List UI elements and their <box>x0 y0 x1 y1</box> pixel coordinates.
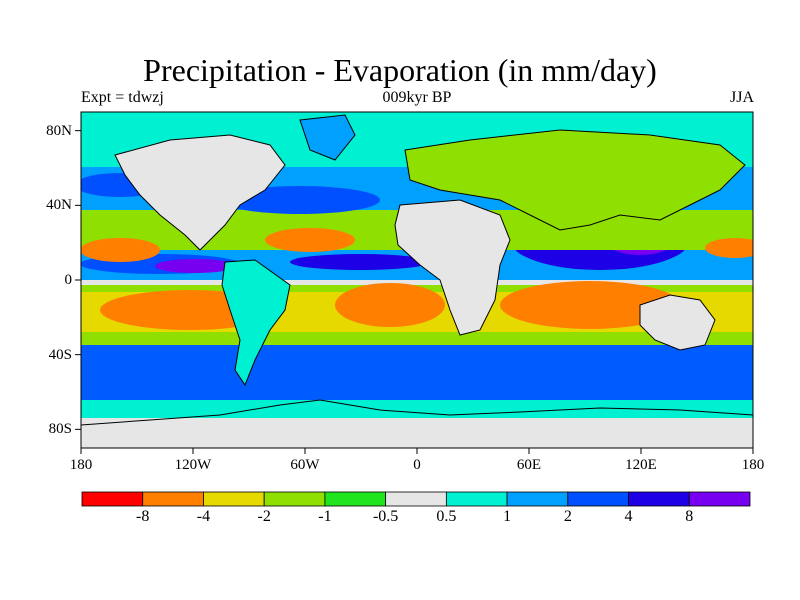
chart-title: Precipitation - Evaporation (in mm/day) <box>143 52 657 88</box>
lon-tick-label: 0 <box>413 457 421 473</box>
colorbar-label: 1 <box>503 508 512 525</box>
lat-tick-label: 0 <box>64 272 73 288</box>
lon-tick-label: 60W <box>290 457 320 473</box>
colorbar-label: 8 <box>685 508 694 525</box>
colorbar-label: -1 <box>318 508 332 525</box>
lat-tick-label: 80N <box>46 122 72 139</box>
colorbar-label: -4 <box>196 508 211 525</box>
greenland-land <box>299 114 356 161</box>
colorbar-swatch <box>688 491 751 507</box>
colorbar-label: 0.5 <box>436 508 457 525</box>
colorbar-swatch <box>567 491 629 507</box>
lon-tick-label: 120W <box>174 457 212 473</box>
axis-ticks <box>75 130 754 454</box>
lon-tick-label: 180 <box>69 457 93 473</box>
lon-tick-label: 60E <box>516 457 542 473</box>
colorbar-label: -2 <box>257 508 271 525</box>
period-label: 009kyr BP <box>382 89 452 106</box>
eurasia-land <box>404 129 746 231</box>
north-america-land <box>114 134 286 251</box>
colorbar <box>81 491 751 507</box>
colorbar-label: -0.5 <box>372 508 399 525</box>
experiment-label: Expt = tdwzj <box>81 89 164 106</box>
lon-tick-label: 120E <box>625 457 657 473</box>
lat-tick-label: 80S <box>48 421 72 438</box>
colorbar-swatch <box>142 491 204 507</box>
lat-tick-label: 40S <box>48 346 72 363</box>
colorbar-swatch <box>506 491 569 507</box>
colorbar-swatch <box>203 491 265 507</box>
colorbar-swatch <box>324 491 387 507</box>
australia-land <box>639 294 716 351</box>
colorbar-swatch <box>263 491 326 507</box>
colorbar-label: 2 <box>563 508 572 525</box>
antarctica-coast <box>81 399 753 426</box>
colorbar-swatch <box>385 491 447 507</box>
colorbar-swatch <box>445 491 508 507</box>
colorbar-label: 4 <box>624 508 633 525</box>
lat-tick-label: 40N <box>46 197 72 214</box>
lon-tick-label: 180 <box>741 457 765 473</box>
colorbar-swatch <box>81 491 144 507</box>
colorbar-swatch <box>628 491 690 507</box>
africa-land <box>394 199 511 336</box>
colorbar-label: -8 <box>136 508 150 525</box>
south-america-land <box>221 259 291 387</box>
season-label: JJA <box>729 89 754 106</box>
